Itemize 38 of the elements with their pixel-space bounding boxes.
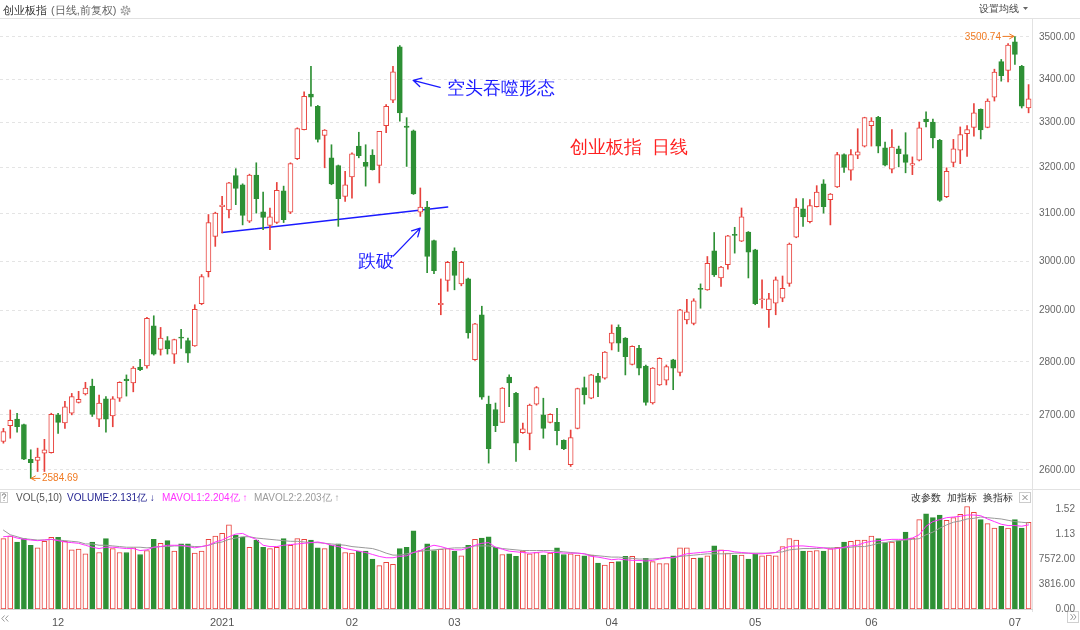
annotation: 换指标 [983, 492, 1013, 504]
x-tick-label: 02 [345, 615, 359, 628]
y2-tick-label: 1.13 [1055, 528, 1076, 540]
y-tick-label: 2600.00 [1039, 463, 1076, 475]
annotation: 空头吞噬形态 [447, 77, 555, 99]
y-tick-label: 3400.00 [1039, 72, 1076, 84]
y-tick-label: 0.00 [1055, 602, 1076, 614]
x-tick-label: 06 [865, 615, 878, 628]
x-tick-label: 2021 [209, 615, 235, 628]
text: MAVOL2:2.203亿 ↑ [254, 492, 340, 504]
y-tick-label: 3200.00 [1039, 161, 1076, 173]
y-tick-label: 3500.00 [1039, 30, 1076, 42]
text: MAVOL1:2.204亿 ↑ [162, 492, 248, 504]
annotation: 创业板指 日线 [570, 136, 688, 158]
annotation: VOLUME:2.131亿 ↓ [67, 492, 155, 504]
x-tick-label: 05 [749, 615, 762, 628]
y-tick-label: 3000.00 [1039, 255, 1076, 267]
y-tick-label: 2900.00 [1039, 304, 1076, 316]
chart-title: 创业板指 [3, 3, 47, 17]
annotation: 改参数 [911, 492, 941, 504]
legend-title: VOL(5,10) [16, 492, 63, 504]
chart-subtitle: (日线,前复权) [51, 3, 117, 17]
y2-tick-label: 1.52 [1055, 502, 1076, 514]
y-tick-label: 2700.00 [1039, 408, 1076, 420]
x-tick-label: 03 [448, 615, 461, 628]
y-tick-label: 7572.00 [1038, 552, 1076, 564]
text: 设置均线 [979, 3, 1019, 15]
x-tick-label: 04 [605, 615, 618, 628]
annotation: 跌破 [358, 250, 394, 272]
annotation: 3500.74 [964, 30, 1001, 43]
y-tick-label: 3816.00 [1038, 577, 1076, 589]
y-tick-label: 3300.00 [1039, 116, 1076, 128]
annotation: 加指标 [947, 492, 977, 504]
annotation: 2584.69 [42, 472, 79, 484]
x-tick-label: 12 [51, 615, 65, 628]
x-tick-label: 07 [1008, 615, 1022, 628]
y-tick-label: 3100.00 [1039, 207, 1076, 219]
y-tick-label: 2800.00 [1039, 355, 1076, 367]
